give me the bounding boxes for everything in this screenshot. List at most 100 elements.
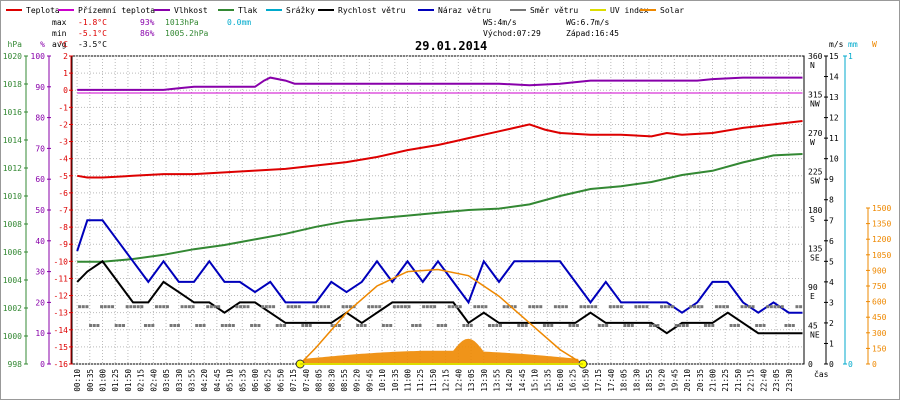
series-wind-direction-point — [638, 305, 642, 309]
x-tick-label: 03:55 — [187, 369, 196, 392]
series-wind-direction-point — [341, 305, 345, 309]
series-wind-direction-point — [305, 324, 309, 327]
series-wind-direction-point — [564, 305, 568, 309]
x-tick-label: 13:05 — [467, 369, 476, 392]
axis-tick-label-dir-compass: E — [810, 292, 815, 301]
axis-tick-label-dir-compass: NE — [810, 331, 820, 340]
legend-label: Srážky — [286, 6, 315, 15]
series-wind-direction-point — [550, 324, 554, 327]
series-wind-direction-point — [707, 324, 711, 327]
series-wind-direction-point — [703, 324, 707, 327]
series-wind-direction-point — [96, 324, 100, 327]
series-wind-direction-point — [297, 305, 301, 309]
series-wind-direction-point — [125, 305, 129, 309]
axis-tick-label-hpa: 1004 — [3, 276, 22, 285]
x-tick-label: 15:10 — [531, 369, 540, 392]
x-tick-label: 07:40 — [302, 369, 311, 392]
chart-title: 29.01.2014 — [415, 39, 487, 53]
series-wind-direction-point — [630, 324, 634, 327]
series-wind-direction-point — [531, 305, 535, 309]
axis-unit-hpa: hPa — [8, 40, 23, 49]
series-vlhkost — [77, 76, 803, 91]
series-wind-direction-point — [645, 305, 649, 309]
series-wind-direction-point — [231, 324, 235, 327]
series-wind-direction-point — [605, 324, 609, 327]
series-wind-direction-point — [458, 305, 462, 309]
series-wind-direction-point — [762, 324, 766, 327]
x-tick-label: 12:15 — [442, 369, 451, 392]
series-wind-direction-point — [363, 324, 367, 327]
axis-tick-label-temp: -15 — [54, 343, 69, 352]
axis-tick-label-ms: 5 — [829, 257, 834, 266]
x-tick-label: 03:05 — [162, 369, 171, 392]
series-wind-direction-point — [499, 324, 502, 327]
axis-tick-label-ms: 12 — [829, 114, 839, 123]
series-wind-direction-point — [462, 324, 466, 327]
series-wind-direction-point — [312, 305, 316, 309]
x-tick-label: 19:20 — [658, 369, 667, 392]
series-wind-direction-point — [660, 305, 664, 309]
stats-avg-label: avg — [52, 40, 67, 49]
series-wind-direction-point — [411, 324, 415, 327]
series-wind-direction-point — [378, 305, 382, 309]
axis-tick-label-ms: 0 — [829, 360, 834, 369]
series-wind-direction-point — [513, 305, 517, 309]
axes: 1020101810161014101210101008100610041002… — [3, 40, 892, 392]
stats-max-hum: 93% — [140, 18, 155, 27]
series-wind-direction-point — [418, 324, 422, 327]
axis-tick-label-dir-compass: N — [810, 61, 815, 70]
axis-tick-label-w: 750 — [872, 282, 887, 291]
series-wind-direction-point — [202, 324, 206, 327]
series-wind-direction-point — [217, 305, 221, 309]
axis-tick-label-temp: -2 — [58, 120, 68, 129]
axis-tick-label-pct: 100 — [31, 52, 46, 61]
axis-tick-label-temp: -5 — [58, 172, 68, 181]
series-wind-direction-point — [444, 324, 448, 327]
x-tick-label: 09:45 — [365, 369, 374, 392]
x-tick-label: 01:25 — [111, 369, 120, 392]
series-wind-direction-point — [619, 305, 623, 309]
series-wind-direction-point — [575, 324, 579, 327]
series-wind-direction-point — [597, 324, 601, 327]
legend-label: Solar — [660, 6, 684, 15]
series-wind-direction-point — [751, 305, 755, 309]
series-wind-direction-point — [279, 324, 283, 327]
series-wind-direction-point — [667, 305, 671, 309]
axis-tick-label-dir: 225 — [808, 168, 823, 177]
series-wind-direction-point — [114, 324, 118, 327]
series-wind-direction-point — [268, 305, 272, 309]
series-wind-direction-point — [224, 324, 228, 327]
axis-tick-label-temp: -16 — [54, 360, 69, 369]
series-teplota — [77, 120, 803, 179]
axis-tick-label-w: 0 — [872, 360, 877, 369]
axis-tick-label-hpa: 1000 — [3, 332, 22, 341]
series-wind-direction-point — [81, 305, 85, 309]
axis-tick-label-ms: 4 — [829, 278, 834, 287]
series-wind-direction-point — [722, 305, 726, 309]
series-wind-direction-point — [392, 305, 396, 309]
series-wind-direction-point — [594, 305, 598, 309]
axis-unit-w: W — [872, 40, 877, 49]
series-wind-direction-point — [718, 305, 722, 309]
axis-tick-label-pct: 60 — [35, 175, 45, 184]
series-wind-direction-point — [561, 305, 565, 309]
series-wind-direction-point — [689, 305, 693, 309]
series-tlak — [77, 153, 803, 263]
x-tick-label: 00:10 — [73, 369, 82, 392]
x-tick-label: 04:20 — [200, 369, 209, 392]
axis-tick-label-ms: 3 — [829, 298, 834, 307]
legend-label: Rychlost větru — [338, 6, 406, 15]
series-wind-direction-point — [773, 305, 777, 309]
axis-tick-label-w: 300 — [872, 329, 887, 338]
series-wind-direction-point — [641, 305, 645, 309]
series-wind-direction-point — [206, 305, 210, 309]
axis-tick-label-ms: 2 — [829, 319, 834, 328]
x-tick-label: 02:40 — [149, 369, 158, 392]
legend-label: UV index — [610, 6, 649, 15]
series-wind-direction-point — [714, 305, 718, 309]
series-wind-direction-point — [250, 324, 254, 327]
stats-sunrise: Východ:07:29 — [483, 29, 541, 38]
series-wind-direction-point — [180, 305, 184, 309]
series-wind-direction-point — [477, 305, 481, 309]
axis-tick-label-pct: 10 — [35, 329, 45, 338]
